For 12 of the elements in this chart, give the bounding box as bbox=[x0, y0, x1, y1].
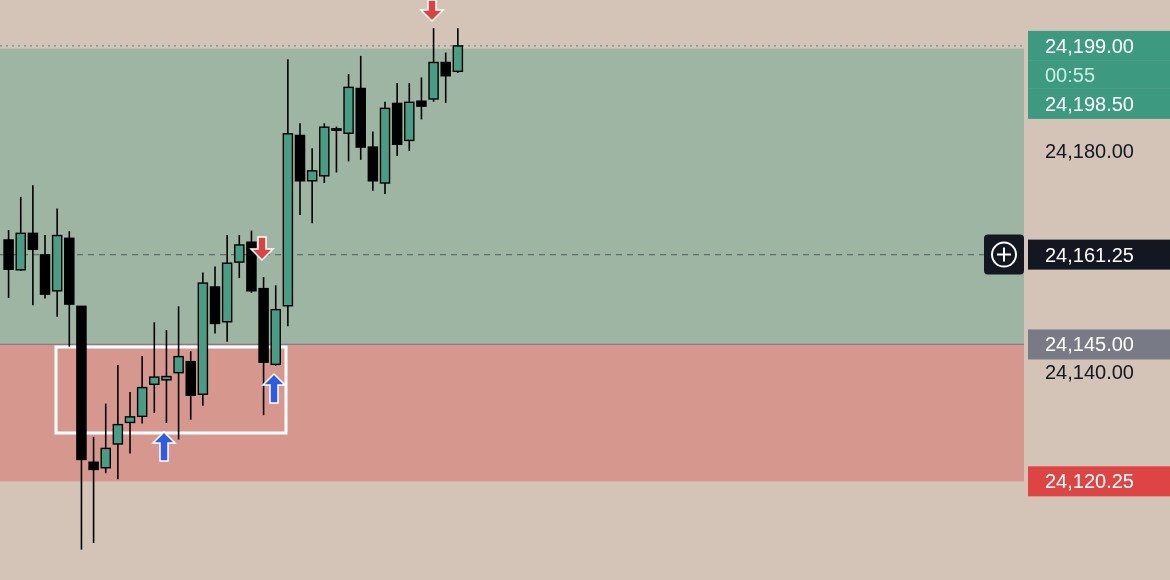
ref-line-label: 24,199.00 bbox=[1045, 34, 1134, 57]
text: 00:55 bbox=[1045, 63, 1096, 86]
y-tick-label: 24,180.00 bbox=[1045, 139, 1134, 162]
band-label: 24,120.25 bbox=[1045, 470, 1134, 493]
ref-line-label: 24,145.00 bbox=[1045, 333, 1134, 356]
ref-line-label: 24,161.25 bbox=[1045, 243, 1134, 266]
y-tick-label: 24,140.00 bbox=[1045, 361, 1134, 384]
candlestick bbox=[27, 184, 39, 306]
band-label: 24,198.50 bbox=[1045, 92, 1134, 115]
candlestick bbox=[112, 364, 124, 481]
candlestick bbox=[306, 147, 318, 225]
candlestick bbox=[124, 391, 136, 455]
